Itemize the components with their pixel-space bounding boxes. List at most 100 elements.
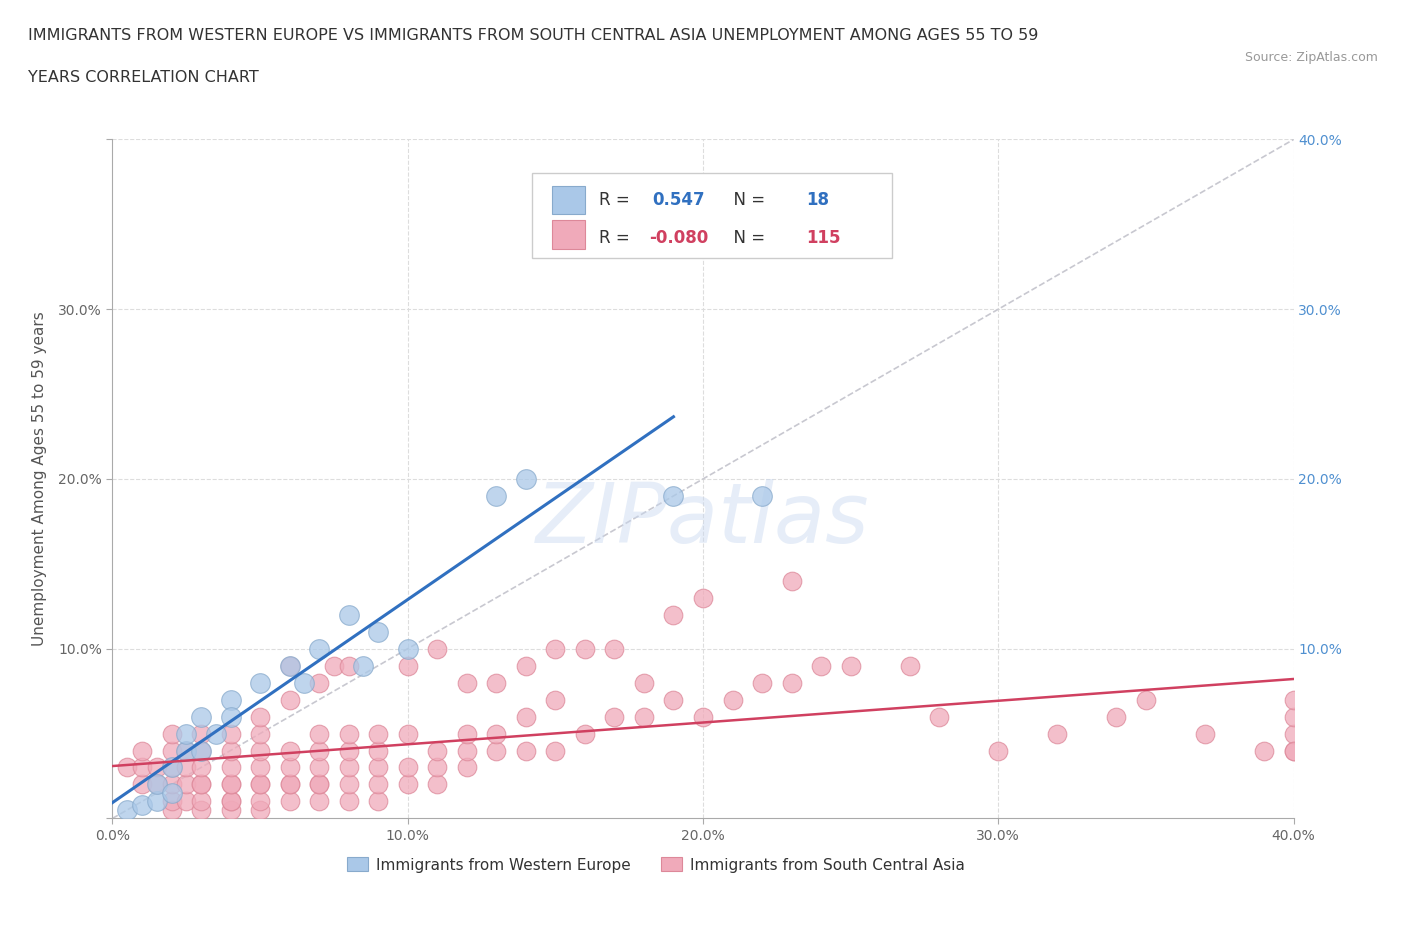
Point [367, 624, 389, 639]
Point [987, 743, 1010, 758]
Point [278, 692, 301, 707]
Point [396, 658, 419, 673]
Point [219, 803, 242, 817]
Point [160, 726, 183, 741]
Point [515, 743, 537, 758]
Point [160, 794, 183, 809]
Point [174, 760, 197, 775]
Y-axis label: Unemployment Among Ages 55 to 59 years: Unemployment Among Ages 55 to 59 years [32, 312, 46, 646]
Point [323, 658, 346, 673]
Point [219, 794, 242, 809]
Point [456, 726, 478, 741]
Point [308, 675, 330, 690]
Point [190, 777, 212, 792]
Point [1282, 710, 1305, 724]
Point [131, 777, 153, 792]
Point [426, 743, 449, 758]
Point [574, 642, 596, 657]
Point [721, 692, 744, 707]
Point [426, 777, 449, 792]
Point [249, 710, 271, 724]
Point [367, 794, 389, 809]
Point [456, 760, 478, 775]
Point [544, 642, 567, 657]
Point [1194, 726, 1216, 741]
Point [249, 777, 271, 792]
Point [249, 743, 271, 758]
Point [515, 710, 537, 724]
Point [160, 760, 183, 775]
Point [396, 642, 419, 657]
Point [190, 760, 212, 775]
Point [174, 743, 197, 758]
Point [751, 675, 773, 690]
Point [367, 726, 389, 741]
Point [190, 803, 212, 817]
Point [278, 777, 301, 792]
Point [1253, 743, 1275, 758]
Point [249, 760, 271, 775]
Point [367, 760, 389, 775]
Point [337, 777, 360, 792]
Point [174, 794, 197, 809]
Text: R =: R = [599, 229, 636, 246]
Point [278, 658, 301, 673]
Point [396, 777, 419, 792]
Point [278, 777, 301, 792]
Point [692, 710, 714, 724]
Point [337, 760, 360, 775]
Point [544, 692, 567, 707]
Point [485, 675, 508, 690]
Point [574, 726, 596, 741]
Text: N =: N = [723, 229, 770, 246]
Point [337, 658, 360, 673]
Point [308, 794, 330, 809]
Point [633, 675, 655, 690]
Point [131, 797, 153, 812]
Point [1282, 692, 1305, 707]
Point [485, 488, 508, 503]
Point [146, 760, 169, 775]
Point [928, 710, 950, 724]
Point [205, 726, 228, 741]
Point [308, 760, 330, 775]
Point [219, 743, 242, 758]
Text: 115: 115 [806, 229, 841, 246]
Point [117, 760, 138, 775]
Point [426, 642, 449, 657]
Point [146, 777, 169, 792]
Point [1282, 726, 1305, 741]
Point [352, 658, 374, 673]
Legend: Immigrants from Western Europe, Immigrants from South Central Asia: Immigrants from Western Europe, Immigran… [340, 851, 972, 879]
Point [249, 777, 271, 792]
Point [292, 675, 315, 690]
Point [249, 803, 271, 817]
FancyBboxPatch shape [531, 174, 891, 259]
Point [1282, 743, 1305, 758]
Point [190, 710, 212, 724]
Point [308, 777, 330, 792]
Point [174, 777, 197, 792]
Point [160, 786, 183, 801]
Point [249, 675, 271, 690]
Point [367, 743, 389, 758]
Point [515, 472, 537, 486]
Point [190, 777, 212, 792]
Point [485, 726, 508, 741]
Point [603, 642, 626, 657]
Point [337, 607, 360, 622]
Point [839, 658, 862, 673]
Text: ZIPatlas: ZIPatlas [536, 479, 870, 560]
Text: R =: R = [599, 192, 636, 209]
Point [662, 607, 685, 622]
Point [278, 760, 301, 775]
Text: YEARS CORRELATION CHART: YEARS CORRELATION CHART [28, 70, 259, 85]
Point [308, 777, 330, 792]
Point [426, 760, 449, 775]
Point [146, 777, 169, 792]
Point [278, 743, 301, 758]
Point [160, 777, 183, 792]
Point [456, 675, 478, 690]
Point [278, 794, 301, 809]
Point [219, 692, 242, 707]
